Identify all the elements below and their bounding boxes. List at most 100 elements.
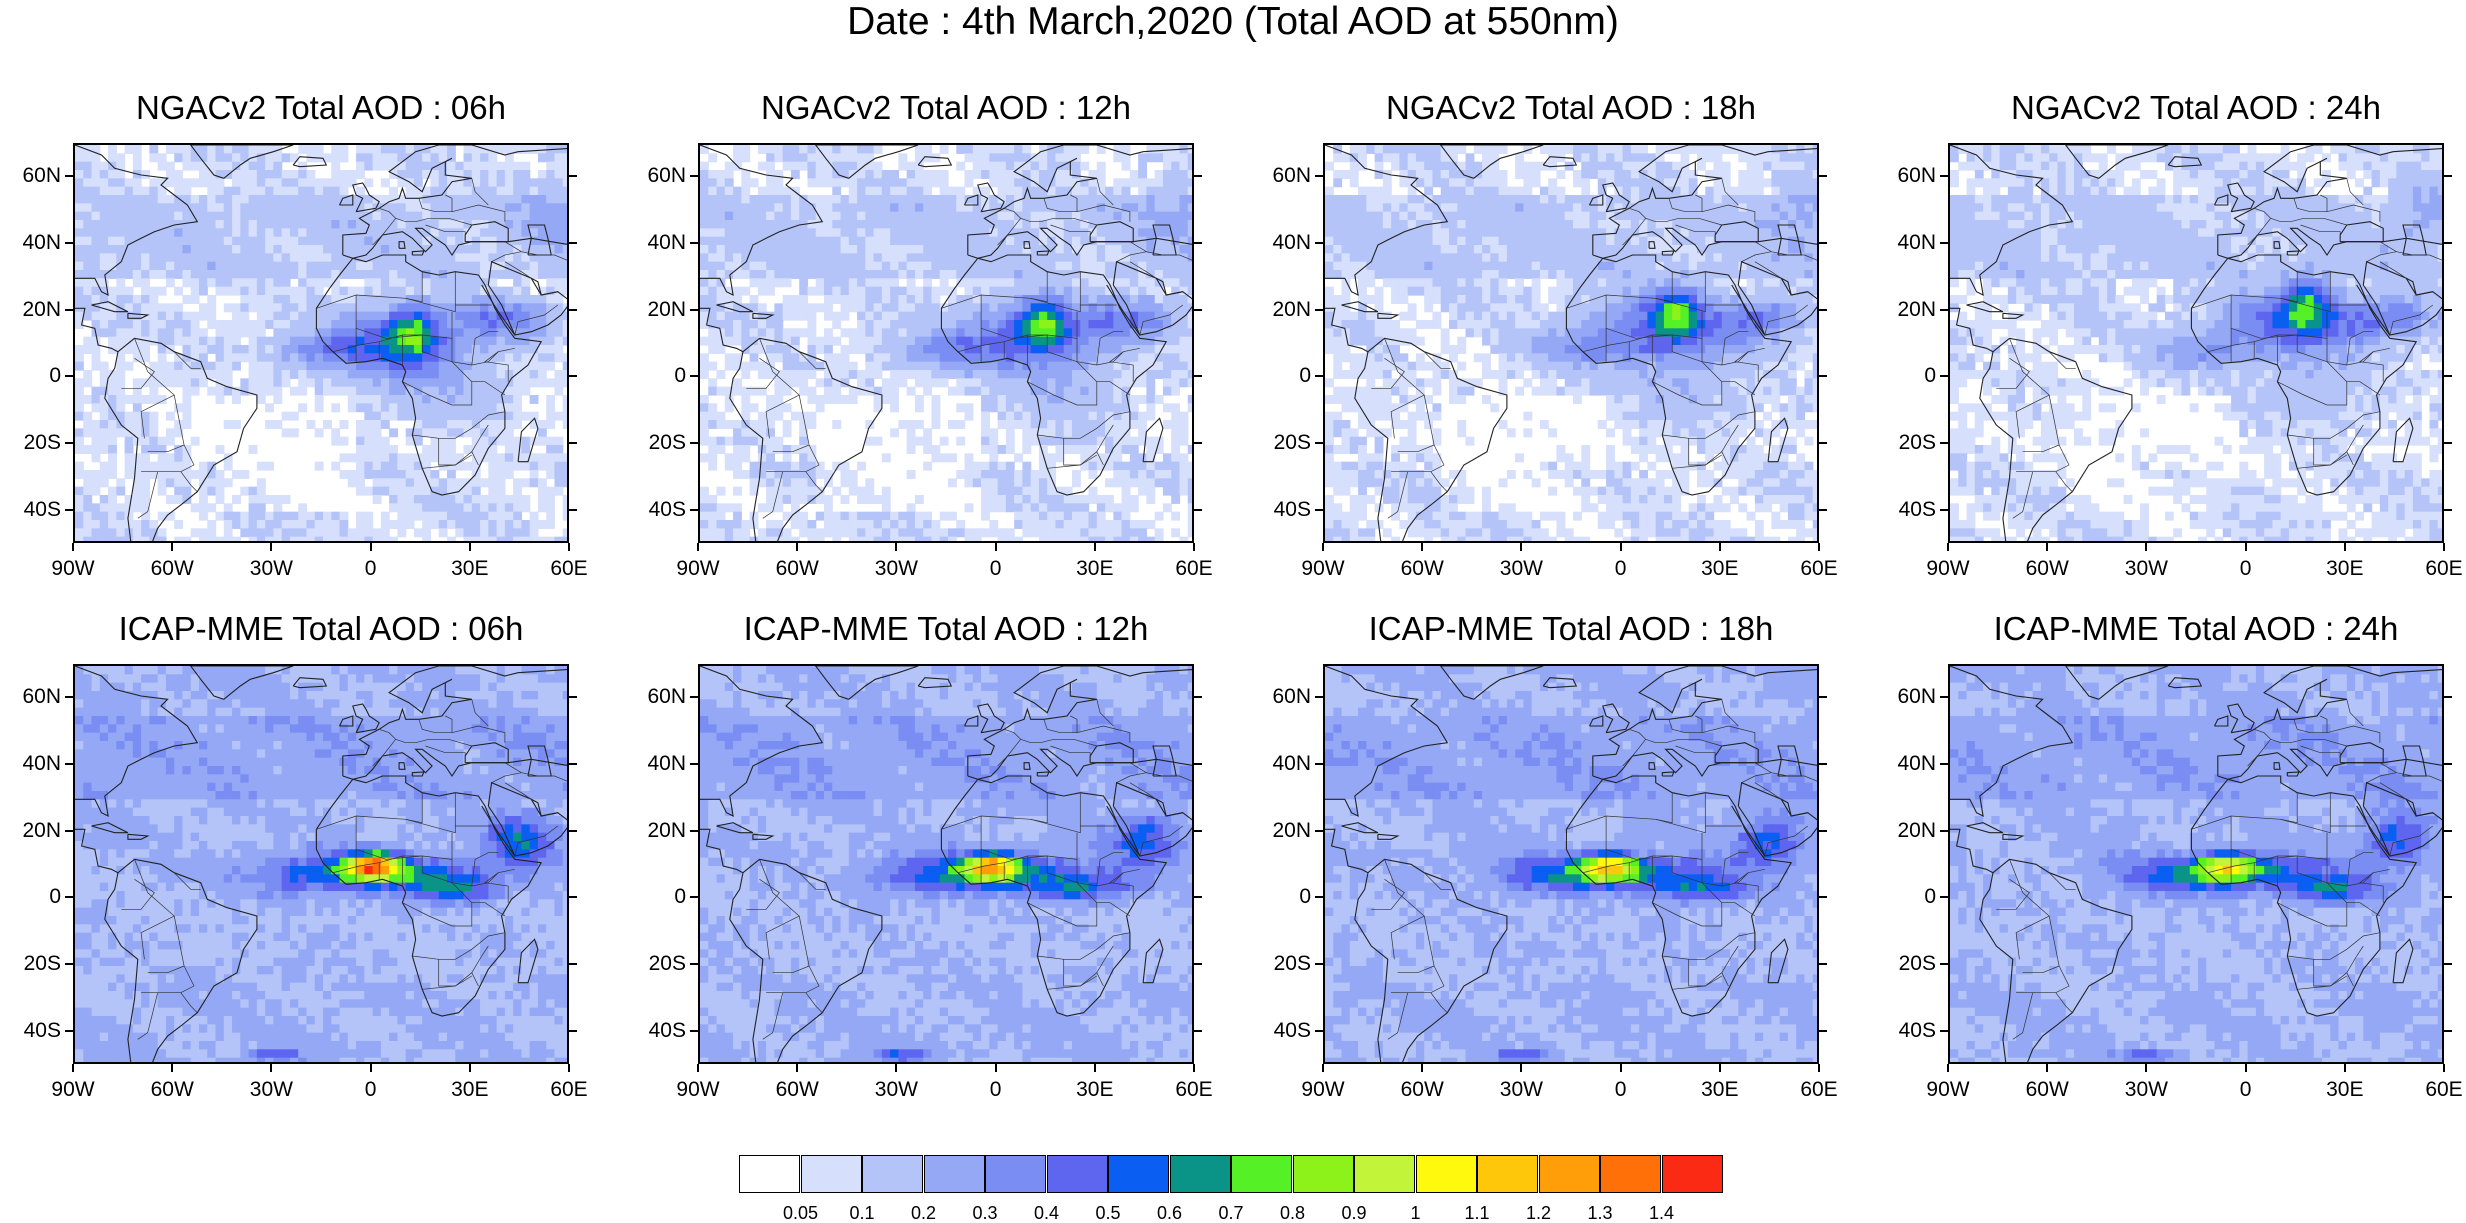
- lon-tick-label: 30W: [861, 1078, 931, 1102]
- lat-tick-mark: [2444, 1030, 2452, 1032]
- lon-tick-mark: [1520, 543, 1522, 551]
- lat-tick-mark: [690, 963, 698, 965]
- lat-tick-label: 20N: [1249, 298, 1311, 322]
- lat-tick-mark: [2444, 242, 2452, 244]
- lat-tick-mark: [65, 896, 73, 898]
- colorbar-label: 0.8: [1263, 1203, 1323, 1223]
- lon-tick-mark: [1094, 1064, 1096, 1072]
- lat-tick-mark: [1194, 963, 1202, 965]
- lon-tick-mark: [2344, 1064, 2346, 1072]
- lon-tick-mark: [1818, 543, 1820, 551]
- panel-title: NGACv2 Total AOD : 06h: [61, 89, 581, 127]
- lat-tick-mark: [1315, 1030, 1323, 1032]
- colorbar-swatch: [1170, 1155, 1231, 1193]
- lon-tick-label: 60W: [1387, 557, 1457, 581]
- lon-tick-label: 60E: [1784, 1078, 1854, 1102]
- lon-tick-label: 60W: [137, 1078, 207, 1102]
- lat-tick-label: 60N: [0, 685, 61, 709]
- lat-tick-mark: [690, 509, 698, 511]
- lon-tick-mark: [796, 1064, 798, 1072]
- lat-tick-mark: [569, 896, 577, 898]
- lat-tick-mark: [690, 309, 698, 311]
- lon-tick-mark: [469, 543, 471, 551]
- lat-tick-mark: [1940, 375, 1948, 377]
- lat-tick-label: 0: [0, 885, 61, 909]
- lon-tick-label: 60E: [2409, 557, 2466, 581]
- lat-tick-mark: [569, 242, 577, 244]
- lat-tick-label: 40N: [624, 231, 686, 255]
- lat-tick-mark: [690, 763, 698, 765]
- lat-tick-label: 20S: [1874, 431, 1936, 455]
- lon-tick-mark: [2046, 543, 2048, 551]
- lat-tick-mark: [65, 1030, 73, 1032]
- lon-tick-mark: [1620, 1064, 1622, 1072]
- lat-tick-mark: [569, 375, 577, 377]
- lon-tick-mark: [697, 1064, 699, 1072]
- lat-tick-label: 20N: [0, 819, 61, 843]
- lon-tick-mark: [2145, 1064, 2147, 1072]
- lat-tick-mark: [1819, 763, 1827, 765]
- colorbar-swatch: [1600, 1155, 1661, 1193]
- panel-title: ICAP-MME Total AOD : 12h: [686, 610, 1206, 648]
- colorbar-label: 1.3: [1570, 1203, 1630, 1223]
- lat-tick-label: 20S: [0, 431, 61, 455]
- lon-tick-mark: [370, 1064, 372, 1072]
- lat-tick-mark: [1819, 175, 1827, 177]
- lat-tick-mark: [1819, 242, 1827, 244]
- lat-tick-label: 60N: [624, 164, 686, 188]
- lat-tick-mark: [1194, 696, 1202, 698]
- colorbar-swatch: [1108, 1155, 1169, 1193]
- colorbar-label: 0.5: [1078, 1203, 1138, 1223]
- lat-tick-mark: [1940, 309, 1948, 311]
- lat-tick-mark: [1819, 696, 1827, 698]
- lat-tick-mark: [690, 375, 698, 377]
- lat-tick-mark: [690, 175, 698, 177]
- lat-tick-label: 20S: [1874, 952, 1936, 976]
- lat-tick-mark: [1940, 696, 1948, 698]
- lon-tick-mark: [995, 1064, 997, 1072]
- lat-tick-label: 40S: [1249, 1019, 1311, 1043]
- lat-tick-mark: [1315, 963, 1323, 965]
- lat-tick-mark: [1194, 175, 1202, 177]
- lat-tick-mark: [690, 896, 698, 898]
- lat-tick-mark: [65, 763, 73, 765]
- colorbar-swatch: [1662, 1155, 1723, 1193]
- lon-tick-label: 60W: [2012, 1078, 2082, 1102]
- lat-tick-label: 40N: [1249, 752, 1311, 776]
- lat-tick-mark: [1194, 242, 1202, 244]
- lon-tick-label: 60W: [2012, 557, 2082, 581]
- lat-tick-label: 60N: [0, 164, 61, 188]
- lon-tick-mark: [1421, 1064, 1423, 1072]
- lon-tick-label: 60E: [1159, 557, 1229, 581]
- lon-tick-label: 60W: [1387, 1078, 1457, 1102]
- lon-tick-label: 90W: [663, 1078, 733, 1102]
- lat-tick-mark: [1315, 763, 1323, 765]
- lon-tick-mark: [72, 543, 74, 551]
- lon-tick-mark: [1094, 543, 1096, 551]
- lon-tick-label: 60W: [762, 557, 832, 581]
- lat-tick-label: 40S: [0, 498, 61, 522]
- lon-tick-label: 90W: [1288, 1078, 1358, 1102]
- lon-tick-label: 30E: [1685, 557, 1755, 581]
- lat-tick-mark: [2444, 896, 2452, 898]
- lon-tick-label: 30E: [1060, 557, 1130, 581]
- lon-tick-label: 90W: [1288, 557, 1358, 581]
- lon-tick-label: 0: [336, 557, 406, 581]
- lat-tick-mark: [65, 242, 73, 244]
- lat-tick-label: 40S: [624, 498, 686, 522]
- lat-tick-mark: [1315, 375, 1323, 377]
- lat-tick-mark: [65, 375, 73, 377]
- lon-tick-label: 90W: [1913, 1078, 1983, 1102]
- lat-tick-mark: [1940, 896, 1948, 898]
- lat-tick-mark: [65, 442, 73, 444]
- lat-tick-mark: [1315, 442, 1323, 444]
- lon-tick-mark: [697, 543, 699, 551]
- aod-map-panel: [698, 143, 1194, 543]
- lon-tick-label: 60W: [762, 1078, 832, 1102]
- lat-tick-mark: [2444, 309, 2452, 311]
- lon-tick-label: 0: [2211, 1078, 2281, 1102]
- lat-tick-mark: [569, 763, 577, 765]
- lon-tick-label: 30E: [435, 557, 505, 581]
- lon-tick-mark: [1421, 543, 1423, 551]
- lat-tick-mark: [1940, 963, 1948, 965]
